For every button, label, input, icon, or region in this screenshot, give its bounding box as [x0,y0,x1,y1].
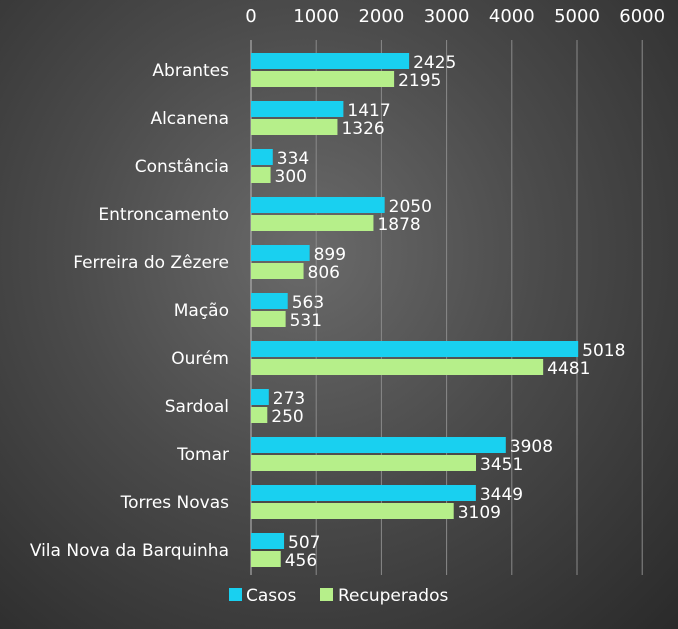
category-label: Ferreira do Zêzere [73,253,229,273]
bar-recuperados [251,119,338,135]
bar-recuperados [251,359,544,375]
data-label-casos: 563 [292,293,324,313]
data-label-casos: 273 [273,389,305,409]
data-label-casos: 2050 [389,197,432,217]
data-label-casos: 2425 [413,53,456,73]
category-label: Ourém [171,349,229,369]
data-label-recuperados: 4481 [547,359,590,379]
data-label-recuperados: 250 [271,407,303,427]
category-label: Abrantes [152,61,229,81]
bar-casos [251,389,269,405]
bar-recuperados [251,71,395,87]
bar-recuperados [251,263,304,279]
data-label-recuperados: 1878 [377,215,420,235]
bar-casos [251,245,310,261]
data-label-recuperados: 3451 [480,455,523,475]
x-tick-label: 1000 [293,6,339,27]
data-label-casos: 507 [288,533,320,553]
category-label: Tomar [176,445,229,465]
legend-label-recuperados: Recuperados [338,586,448,606]
data-label-recuperados: 1326 [341,119,384,139]
x-tick-label: 0 [245,6,256,27]
x-tick-label: 6000 [619,6,665,27]
data-label-casos: 1417 [347,101,390,121]
bar-casos [251,485,476,501]
category-label: Constância [135,157,229,177]
bar-recuperados [251,215,374,231]
legend-swatch-recuperados [320,588,333,601]
category-label: Alcanena [150,109,229,129]
bar-recuperados [251,167,271,183]
bar-casos [251,197,385,213]
data-label-casos: 899 [314,245,346,265]
category-label: Mação [174,301,229,321]
bar-recuperados [251,407,268,423]
bar-casos [251,341,579,357]
bar-recuperados [251,455,477,471]
data-label-casos: 3908 [510,437,553,457]
bar-recuperados [251,551,281,567]
x-tick-label: 3000 [424,6,470,27]
bar-casos [251,149,273,165]
category-label: Vila Nova da Barquinha [30,541,229,561]
data-label-recuperados: 300 [275,167,307,187]
data-label-casos: 3449 [480,485,523,505]
data-label-recuperados: 456 [285,551,317,571]
bar-casos [251,101,344,117]
x-tick-label: 4000 [489,6,535,27]
legend-label-casos: Casos [246,586,297,606]
bars [251,53,579,567]
x-tick-label: 2000 [358,6,404,27]
category-label: Entroncamento [98,205,229,225]
category-label: Torres Novas [120,493,230,513]
data-label-recuperados: 531 [290,311,322,331]
legend: Casos Recuperados [229,586,448,606]
data-label-recuperados: 2195 [398,71,441,91]
bar-casos [251,533,285,549]
category-label: Sardoal [165,397,229,417]
data-label-casos: 334 [277,149,309,169]
bar-recuperados [251,503,454,519]
data-label-recuperados: 3109 [458,503,501,523]
x-tick-label: 5000 [554,6,600,27]
bar-recuperados [251,311,286,327]
data-label-casos: 5018 [582,341,625,361]
category-labels: Abrantes Alcanena Constância Entroncamento F… [30,61,229,561]
legend-swatch-casos [229,588,242,601]
x-axis-ticks: 0 1000 2000 3000 4000 5000 6000 [245,6,665,27]
data-label-recuperados: 806 [308,263,340,283]
data-labels: 2425219514171326334300205018788998065635… [271,53,625,571]
bar-casos [251,53,410,69]
bar-casos [251,293,288,309]
bar-casos [251,437,506,453]
